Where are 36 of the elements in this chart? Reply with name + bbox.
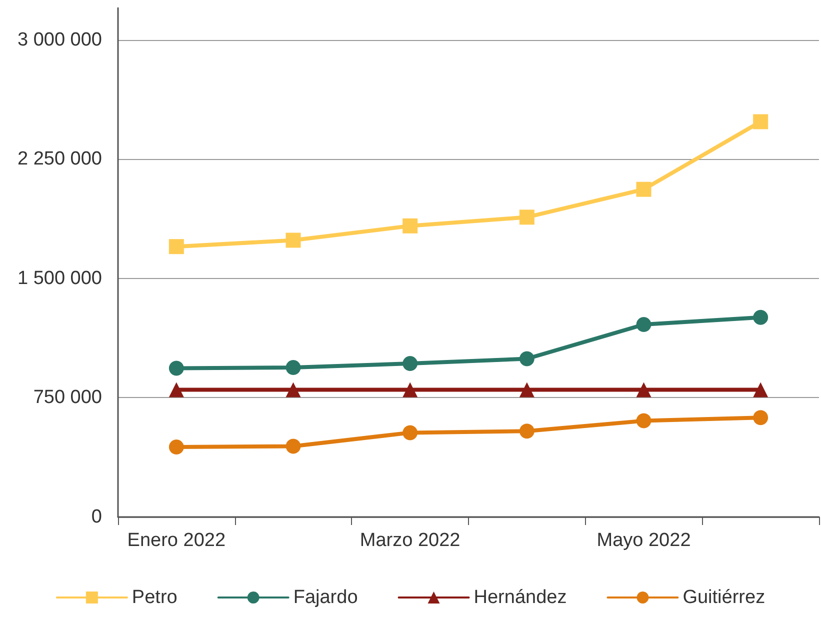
point xyxy=(636,182,652,197)
point xyxy=(753,310,768,325)
y-tick-label: 0 xyxy=(91,506,102,528)
point xyxy=(519,382,534,398)
legend-label: Hernández xyxy=(474,587,567,608)
point xyxy=(753,410,768,426)
point xyxy=(168,440,184,455)
point xyxy=(286,438,301,454)
point xyxy=(636,382,652,398)
point xyxy=(753,114,768,130)
point xyxy=(168,239,184,254)
point xyxy=(636,413,652,428)
point xyxy=(286,382,301,398)
point xyxy=(636,317,652,332)
legend-label: Guitiérrez xyxy=(682,587,766,608)
point xyxy=(519,351,534,366)
x-tick-label: Enero 2022 xyxy=(127,530,226,551)
point xyxy=(753,382,768,398)
y-tick-label: 1 500 000 xyxy=(17,268,102,289)
point xyxy=(402,382,418,398)
point xyxy=(168,382,184,398)
x-tick-label: Mayo 2022 xyxy=(596,530,691,551)
point xyxy=(286,232,301,248)
point xyxy=(168,360,184,376)
point xyxy=(402,356,418,371)
point xyxy=(402,425,418,440)
point xyxy=(519,210,534,225)
y-tick-label: 750 000 xyxy=(33,387,102,408)
y-tick-label: 2 250 000 xyxy=(17,148,102,170)
x-tick-label: Marzo 2022 xyxy=(360,530,460,551)
legend-label: Petro xyxy=(132,587,178,608)
point xyxy=(402,218,418,234)
legend-label: Fajardo xyxy=(293,587,358,608)
point xyxy=(519,424,534,439)
y-tick-label: 3 000 000 xyxy=(17,29,102,50)
point xyxy=(286,360,301,375)
